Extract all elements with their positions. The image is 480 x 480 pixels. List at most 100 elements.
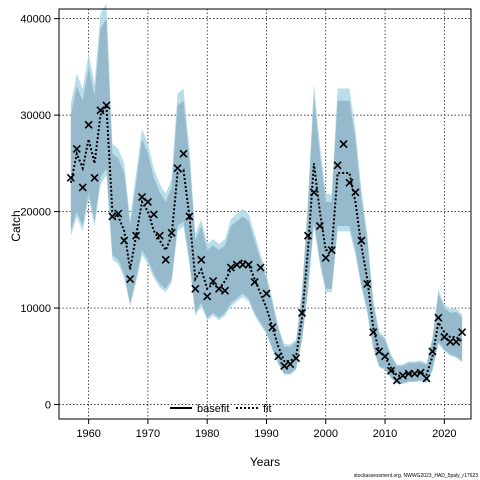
observation-point <box>203 292 212 301</box>
observation-stroke <box>292 354 301 363</box>
observation-point <box>351 188 360 197</box>
observation-stroke <box>108 212 117 221</box>
observation-point <box>262 289 271 298</box>
observation-stroke <box>126 275 135 284</box>
observation-stroke <box>131 231 141 240</box>
observation-stroke <box>446 337 455 346</box>
plot-frame <box>58 8 472 420</box>
observation-stroke <box>167 228 176 237</box>
observation-stroke <box>404 369 413 378</box>
observation-point <box>422 374 431 383</box>
observation-stroke <box>351 188 360 197</box>
observation-stroke <box>191 284 200 293</box>
observation-point <box>108 212 117 221</box>
observation-stroke <box>339 139 348 149</box>
observation-point <box>226 263 235 272</box>
observation-stroke <box>398 371 407 380</box>
fit-line <box>69 102 463 377</box>
x-tick-label: 1960 <box>76 428 100 440</box>
observation-point <box>268 323 277 332</box>
x-tick-label: 2020 <box>432 428 456 440</box>
observation-stroke <box>90 173 99 182</box>
observation-point <box>345 178 354 187</box>
observation-point <box>131 231 141 240</box>
observation-stroke <box>452 337 461 346</box>
observation-stroke <box>66 173 75 182</box>
observation-point <box>357 236 366 245</box>
observation-stroke <box>268 323 277 332</box>
confidence-band-fit <box>70 18 463 384</box>
observation-stroke <box>410 369 419 378</box>
observation-point <box>66 173 75 182</box>
observation-point <box>309 188 318 197</box>
observation-stroke <box>280 361 289 371</box>
observation-stroke <box>458 328 467 337</box>
x-tick-label: 1990 <box>254 428 278 440</box>
observation-stroke <box>149 210 158 219</box>
observation-point <box>244 260 253 269</box>
observation-stroke <box>345 178 354 187</box>
observation-stroke <box>440 332 449 342</box>
observation-stroke <box>321 253 330 262</box>
observation-point <box>72 144 81 153</box>
observation-stroke <box>232 260 241 269</box>
legend-basefit-label: basefit <box>197 403 229 415</box>
observation-stroke <box>327 246 336 255</box>
observation-point <box>84 120 93 129</box>
y-tick-label: 40000 <box>20 14 51 26</box>
observation-point <box>363 279 372 289</box>
observation-stroke <box>428 347 437 356</box>
observation-stroke <box>315 221 324 231</box>
y-tick-label: 10000 <box>20 303 51 315</box>
observation-stroke <box>102 101 111 110</box>
observation-point <box>191 284 200 293</box>
observation-stroke <box>238 260 247 269</box>
observation-point <box>90 173 99 182</box>
observation-point <box>185 212 194 221</box>
observation-stroke <box>120 236 129 245</box>
observation-stroke <box>380 352 390 361</box>
observation-stroke <box>203 292 212 301</box>
observation-point <box>155 231 164 240</box>
observation-stroke <box>422 374 431 383</box>
observation-point <box>428 347 437 356</box>
observation-point <box>386 366 396 375</box>
observation-point <box>416 368 425 377</box>
observation-point <box>380 352 390 361</box>
observation-stroke <box>250 277 259 287</box>
x-tick-label: 2010 <box>373 428 397 440</box>
observation-stroke <box>274 352 283 361</box>
y-tick-label: 20000 <box>20 207 51 219</box>
observation-point <box>126 275 135 284</box>
observation-stroke <box>333 161 342 170</box>
observation-point <box>161 255 170 264</box>
observation-stroke <box>369 328 378 337</box>
observation-point <box>321 253 330 262</box>
observation-point <box>209 276 218 286</box>
observation-point <box>292 354 301 363</box>
observation-point <box>315 221 324 231</box>
observation-stroke <box>256 263 265 272</box>
observation-stroke <box>72 144 81 153</box>
observation-point <box>286 359 295 369</box>
observation-stroke <box>375 347 384 356</box>
x-tick-label: 1970 <box>136 428 160 440</box>
observation-point <box>214 284 224 293</box>
y-axis-title: Catch <box>9 210 23 241</box>
observation-point <box>452 337 461 346</box>
observation-point <box>143 197 152 207</box>
observation-point <box>78 183 87 192</box>
observation-point <box>434 313 443 322</box>
observation-point <box>297 308 307 317</box>
observation-stroke <box>173 164 182 173</box>
observation-point <box>327 246 336 255</box>
observation-point <box>404 369 413 378</box>
y-axis: 0 10000 20000 30000 40000 <box>20 14 59 412</box>
fit-line-layer <box>69 102 463 377</box>
observation-stroke <box>161 255 170 264</box>
observation-point <box>179 149 188 158</box>
observation-point <box>274 352 283 361</box>
observation-point <box>333 161 342 170</box>
observation-stroke <box>209 276 218 286</box>
